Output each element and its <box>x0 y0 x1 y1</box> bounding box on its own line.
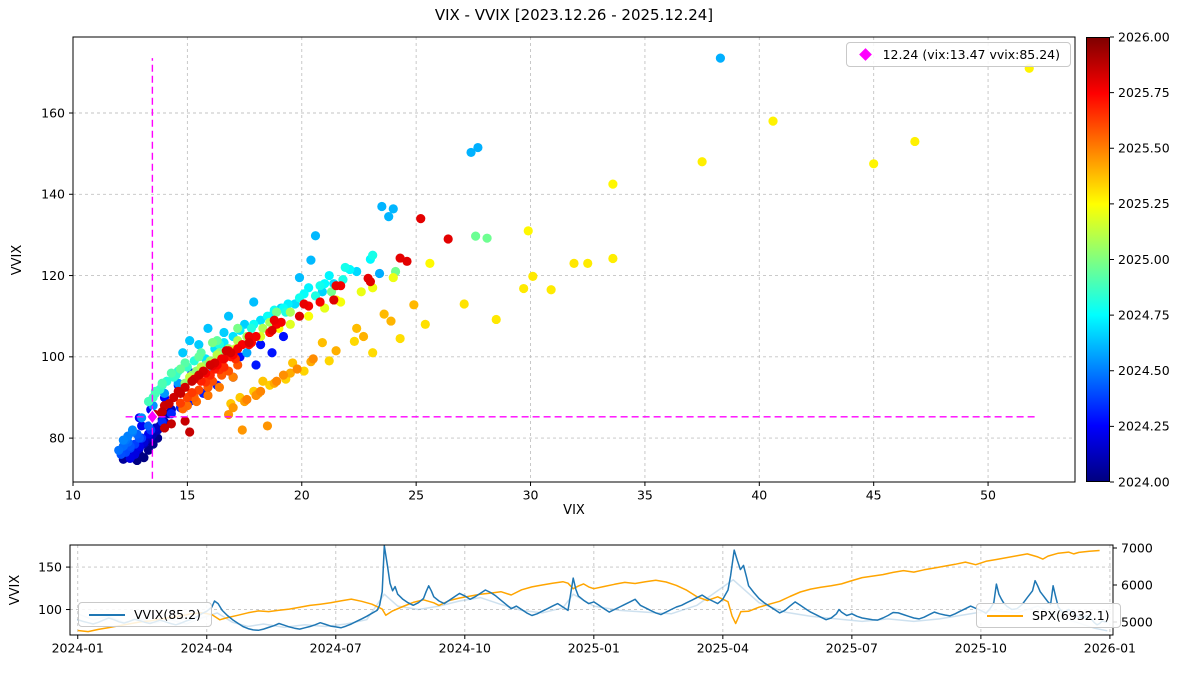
svg-text:2024-04: 2024-04 <box>181 641 233 656</box>
svg-text:80: 80 <box>49 430 65 445</box>
svg-text:45: 45 <box>866 488 882 503</box>
vvix-legend: VVIX(85.2) <box>78 602 212 627</box>
svg-text:2024-07: 2024-07 <box>310 641 362 656</box>
svg-text:15: 15 <box>179 488 195 503</box>
svg-text:10: 10 <box>65 488 81 503</box>
svg-text:2025-10: 2025-10 <box>955 641 1007 656</box>
svg-text:100: 100 <box>38 602 62 617</box>
diamond-marker-icon <box>858 48 872 61</box>
svg-text:140: 140 <box>41 187 65 202</box>
scatter-legend-label: 12.24 (vix:13.47 vvix:85.24) <box>882 47 1060 62</box>
svg-text:50: 50 <box>980 488 996 503</box>
svg-text:7000: 7000 <box>1121 540 1153 555</box>
svg-text:2025.00: 2025.00 <box>1118 252 1170 267</box>
svg-text:2024-01: 2024-01 <box>52 641 104 656</box>
svg-text:2024.50: 2024.50 <box>1118 363 1170 378</box>
svg-text:160: 160 <box>41 105 65 120</box>
svg-text:2024.75: 2024.75 <box>1118 307 1170 322</box>
svg-text:20: 20 <box>294 488 310 503</box>
svg-text:2026.00: 2026.00 <box>1118 29 1170 44</box>
svg-text:2025-01: 2025-01 <box>568 641 620 656</box>
svg-text:30: 30 <box>523 488 539 503</box>
svg-text:40: 40 <box>751 488 767 503</box>
svg-text:5000: 5000 <box>1121 614 1153 629</box>
spx-legend-label: SPX(6932.1) <box>1032 608 1110 623</box>
colorbar-gradient <box>1086 37 1110 482</box>
svg-text:35: 35 <box>637 488 653 503</box>
svg-text:2025-04: 2025-04 <box>697 641 749 656</box>
svg-text:6000: 6000 <box>1121 577 1153 592</box>
svg-text:100: 100 <box>41 349 65 364</box>
svg-text:150: 150 <box>38 559 62 574</box>
scatter-xlabel: VIX <box>563 503 585 518</box>
svg-text:2024.25: 2024.25 <box>1118 419 1170 434</box>
svg-text:2025-07: 2025-07 <box>826 641 878 656</box>
svg-text:2025.75: 2025.75 <box>1118 85 1170 100</box>
scatter-ylabel: VVIX <box>10 244 25 276</box>
timeseries-ylabel: VVIX <box>8 574 23 606</box>
spx-line-icon <box>987 614 1023 617</box>
svg-text:25: 25 <box>408 488 424 503</box>
svg-text:2025.25: 2025.25 <box>1118 196 1170 211</box>
svg-text:2024.00: 2024.00 <box>1118 474 1170 489</box>
vvix-legend-label: VVIX(85.2) <box>134 607 201 622</box>
chart-title: VIX - VVIX [2023.12.26 - 2025.12.24] <box>434 6 714 24</box>
svg-text:2024-10: 2024-10 <box>439 641 491 656</box>
scatter-legend: 12.24 (vix:13.47 vvix:85.24) <box>845 42 1071 67</box>
svg-text:120: 120 <box>41 268 65 283</box>
spx-legend: SPX(6932.1) <box>976 603 1121 628</box>
vvix-line-icon <box>89 613 125 616</box>
svg-text:2025.50: 2025.50 <box>1118 141 1170 156</box>
svg-text:2026-01: 2026-01 <box>1084 641 1136 656</box>
